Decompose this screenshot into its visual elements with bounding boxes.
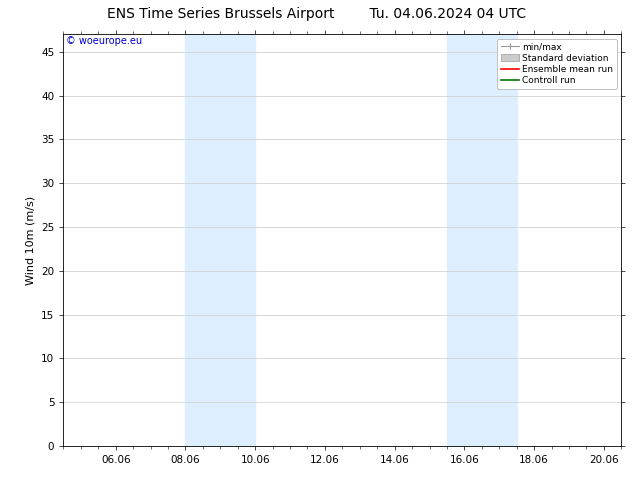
Legend: min/max, Standard deviation, Ensemble mean run, Controll run: min/max, Standard deviation, Ensemble me… — [497, 39, 617, 89]
Y-axis label: Wind 10m (m/s): Wind 10m (m/s) — [25, 196, 36, 285]
Bar — [447, 34, 517, 446]
Bar — [185, 34, 255, 446]
Text: © woeurope.eu: © woeurope.eu — [66, 36, 142, 47]
Text: ENS Time Series Brussels Airport        Tu. 04.06.2024 04 UTC: ENS Time Series Brussels Airport Tu. 04.… — [107, 7, 527, 22]
